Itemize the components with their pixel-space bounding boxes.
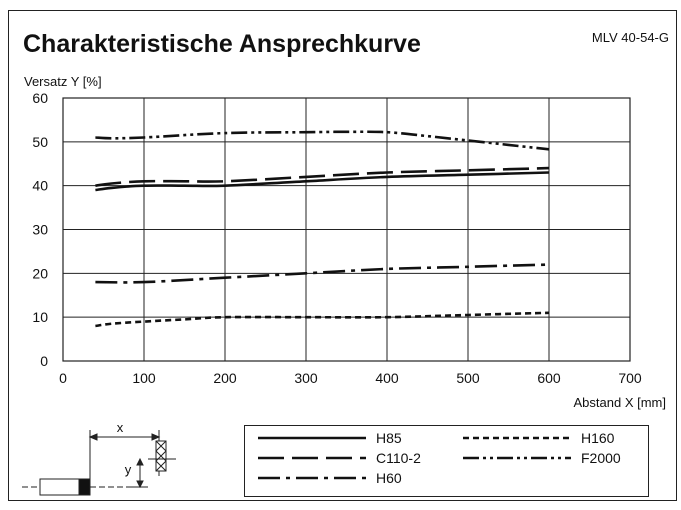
- y-dimension-label: y: [125, 462, 132, 477]
- x-tick-label: 0: [59, 370, 67, 386]
- y-tick-label: 20: [32, 265, 48, 281]
- x-axis-label: Abstand X [mm]: [574, 395, 666, 410]
- x-tick-label: 500: [456, 370, 480, 386]
- y-tick-label: 30: [32, 222, 48, 238]
- legend-box: [244, 425, 649, 497]
- x-dimension-label: x: [117, 420, 124, 435]
- y-tick-label: 10: [32, 309, 48, 325]
- y-tick-label: 60: [32, 90, 48, 106]
- sensor-lens-icon: [78, 478, 91, 496]
- model-code: MLV 40-54-G: [592, 30, 669, 45]
- legend: H85 C110-2 H60 H160 F2000: [258, 430, 621, 486]
- legend-label-h60: H60: [376, 470, 402, 486]
- series-line-h60: [95, 263, 550, 284]
- series-line-f2000: [95, 130, 550, 151]
- y-dimension-arrows-icon: [136, 457, 144, 489]
- sensor-geometry-diagram: [22, 430, 176, 496]
- legend-label-c110-2: C110-2: [376, 450, 421, 466]
- x-tick-label: 400: [375, 370, 399, 386]
- legend-label-f2000: F2000: [581, 450, 621, 466]
- legend-label-h85: H85: [376, 430, 402, 446]
- y-tick-label: 50: [32, 134, 48, 150]
- reflector-hatch-icon: [155, 440, 167, 472]
- legend-label-h160: H160: [581, 430, 615, 446]
- x-tick-label: 300: [294, 370, 318, 386]
- series-line-h160: [95, 311, 550, 328]
- x-tick-label: 200: [213, 370, 237, 386]
- series-line-h85: [95, 171, 550, 192]
- y-axis-label: Versatz Y [%]: [24, 74, 102, 89]
- x-dimension-arrows-icon: [88, 433, 161, 441]
- chart-title: Charakteristische Ansprechkurve: [23, 30, 421, 58]
- x-tick-label: 100: [132, 370, 156, 386]
- y-tick-label: 40: [32, 178, 48, 194]
- axis-ticks: 0 100 200 300 400 500 600 700 0 10 20 30 40 50 60: [32, 90, 641, 386]
- chart-series: [95, 130, 550, 328]
- y-tick-label: 0: [40, 353, 48, 369]
- figure-frame: [8, 10, 677, 501]
- x-tick-label: 600: [537, 370, 561, 386]
- x-tick-label: 700: [618, 370, 642, 386]
- series-line-c110-2: [95, 166, 550, 187]
